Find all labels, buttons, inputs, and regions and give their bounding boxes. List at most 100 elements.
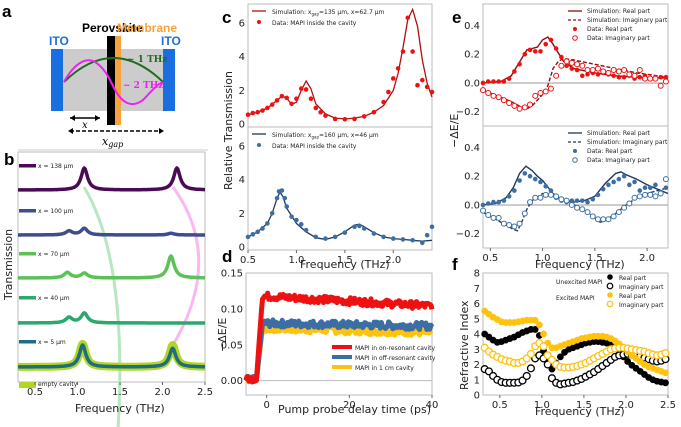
panel-label-b: b: [4, 150, 14, 169]
data-real-point: [595, 72, 601, 77]
data-point: [269, 210, 275, 216]
xlabel-f: Frequency (THz): [535, 405, 625, 418]
data-imag-point: [547, 85, 554, 92]
ytick-label-c: 2: [239, 209, 245, 220]
data-point: [318, 109, 323, 115]
panel-label-e: e: [452, 8, 461, 27]
data-point: [303, 227, 309, 233]
data-imag-point: [584, 67, 591, 74]
panel-label-d: d: [222, 247, 232, 266]
data-point: [371, 231, 377, 236]
data-imag-point: [574, 204, 581, 211]
data-point: [381, 99, 386, 105]
data-point: [415, 82, 420, 88]
data-point: [381, 234, 386, 240]
data-imag-point: [621, 67, 628, 74]
legend-marker: [606, 282, 614, 290]
data-real-point: [579, 198, 585, 203]
data-real-point: [627, 182, 632, 188]
xtick-label-f: 2.0: [618, 400, 634, 411]
data-imag-point: [647, 75, 654, 82]
data-point: [279, 188, 285, 193]
ytick-label-e: 0.0: [464, 78, 480, 89]
xtick-label-b: 0.5: [27, 387, 43, 398]
point-excited-mapi-imaginary-part: [539, 342, 548, 351]
data-point: [386, 89, 391, 95]
legend-label: x = 40 µm: [38, 295, 70, 302]
curve-x-100-m: [17, 226, 206, 237]
data-imag-point: [652, 75, 659, 82]
panel-label-f: f: [452, 255, 458, 274]
xtick-label-d: 40: [426, 400, 439, 411]
data-point: [284, 204, 290, 209]
data-point: [390, 76, 396, 81]
xtick-label-c: 0.5: [240, 255, 256, 266]
data-real-point: [663, 185, 669, 191]
membrane-label: Membrane: [117, 21, 177, 35]
data-real-point: [501, 198, 507, 203]
ytick-label-e: 0.2: [464, 172, 480, 183]
legend-label: MAPI in off-resonant cavity: [355, 355, 436, 362]
data-imag-point: [600, 68, 607, 75]
data-imag-point: [589, 67, 596, 74]
data-real-point: [585, 72, 590, 77]
data-point: [357, 223, 362, 229]
legend-label: empty cavity: [38, 381, 78, 388]
data-imag-point: [490, 214, 497, 221]
data-imag-point: [527, 101, 534, 108]
legend-marker-open: [572, 35, 578, 41]
ytick-label-f: 1: [474, 375, 480, 386]
ylabel-e: −ΔE/E: [448, 114, 461, 148]
data-imag-point: [563, 58, 570, 65]
data-imag-point: [605, 216, 612, 223]
xtick-label-e: 2.0: [639, 253, 655, 264]
mode-2thz-wave: [63, 59, 164, 106]
legend-marker: [573, 27, 577, 31]
legend-swatch: [19, 252, 36, 256]
data-point: [274, 195, 280, 201]
data-real-point: [653, 182, 658, 188]
legend-swatch: [332, 365, 352, 369]
data-real-point: [553, 46, 559, 51]
xtick-label-c: 1.0: [288, 255, 304, 266]
data-imag-point: [652, 193, 659, 200]
data-point: [269, 102, 275, 107]
ytick-label-c: 4: [239, 175, 245, 186]
data-real-point: [616, 74, 622, 80]
data-imag-point: [485, 89, 492, 96]
legend-label: Data: Imaginary part: [587, 157, 650, 164]
xtick-label-d: 0: [263, 400, 269, 411]
data-real-point: [548, 37, 554, 43]
xtick-label-b: 2.0: [155, 387, 171, 398]
data-real-point: [543, 41, 549, 47]
legend-swatch: [19, 164, 36, 168]
data-real-point: [585, 199, 590, 205]
data-imag-point: [511, 102, 518, 109]
data-point: [250, 232, 256, 237]
point-unexcited-mapi-real-part: [662, 379, 669, 387]
legend-label: Imaginary part: [619, 302, 664, 309]
data-imag-point: [621, 204, 628, 211]
ylabel-b: Transmission: [2, 229, 15, 301]
data-imag-point: [574, 61, 581, 68]
data-imag-point: [495, 214, 502, 221]
legend-simulation: Simulation: xgap=160 µm, x=46 µm: [272, 132, 379, 140]
data-imag-point: [553, 72, 560, 79]
plot-frame-d: [245, 272, 433, 396]
data-point: [395, 66, 401, 71]
legend-data: Data: MAPI inside the cavity: [272, 20, 357, 27]
xtick-label-b: 1.5: [112, 387, 128, 398]
data-imag-point: [506, 222, 513, 229]
data-point: [255, 229, 260, 235]
data-imag-point: [521, 104, 528, 111]
data-real-point: [595, 192, 601, 198]
xtick-label-e: 1.0: [535, 253, 551, 264]
data-imag-point: [610, 213, 617, 220]
xtick-label-b: 2.5: [197, 387, 213, 398]
mode-2thz-label: ~ 2 THz: [123, 81, 163, 91]
data-imag-point: [568, 201, 575, 208]
xtick-label-e: 0.5: [482, 253, 498, 264]
curve-x-70-m: [17, 254, 206, 280]
data-real-point: [569, 66, 575, 71]
data-point: [371, 109, 377, 115]
